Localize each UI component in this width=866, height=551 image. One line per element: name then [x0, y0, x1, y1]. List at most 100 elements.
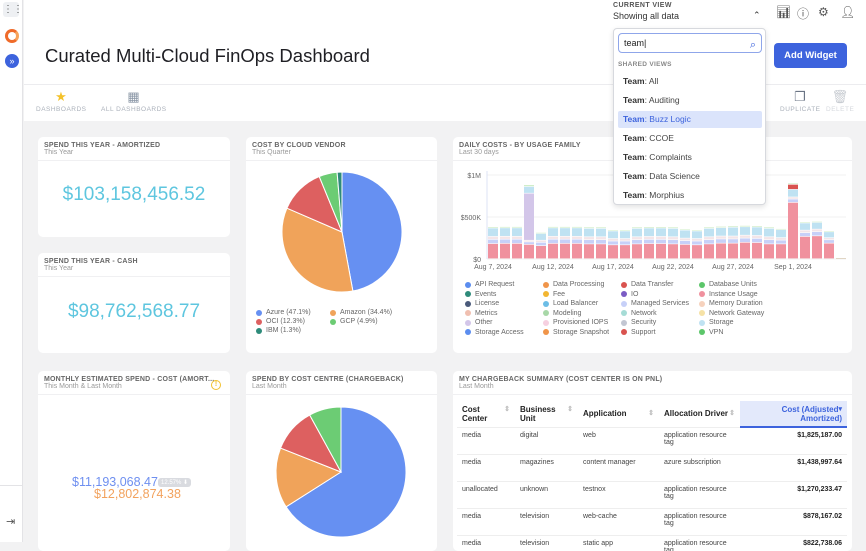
view-option[interactable]: Team: Buzz Logic — [618, 111, 762, 128]
bar-segment-memory-duration[interactable] — [824, 238, 834, 240]
search-icon[interactable]: ⌕ — [749, 39, 756, 51]
legend-item[interactable]: OCI (12.3%) — [256, 318, 305, 325]
legend-item[interactable]: Storage — [699, 319, 734, 326]
user-icon[interactable]: 👤︎ — [840, 5, 856, 19]
bar-segment-managed-services[interactable] — [620, 241, 630, 245]
bar-segment-database-units[interactable] — [824, 231, 834, 232]
legend-item[interactable]: Database Units — [699, 281, 757, 288]
bar-segment-database-units[interactable] — [560, 226, 570, 228]
legend-item[interactable]: Metrics — [465, 310, 498, 317]
bar-segment-memory-duration[interactable] — [656, 236, 666, 240]
legend-item[interactable]: Network — [621, 310, 657, 317]
logo-icon[interactable] — [5, 29, 19, 43]
bar-segment-storage[interactable] — [584, 228, 594, 237]
bar-segment-memory-duration[interactable] — [644, 236, 654, 240]
warning-icon[interactable]: ! — [211, 380, 221, 390]
legend-item[interactable]: Fee — [543, 291, 565, 298]
bar-segment-database-units[interactable] — [752, 226, 762, 227]
legend-item[interactable]: API Request — [465, 281, 514, 288]
bar-segment-instance-usage[interactable] — [596, 244, 606, 259]
legend-item[interactable]: Instance Usage — [699, 291, 758, 298]
bar-segment-database-units[interactable] — [836, 258, 846, 259]
bar-segment-database-units[interactable] — [776, 228, 786, 230]
bar-segment-memory-duration[interactable] — [788, 197, 798, 199]
bar-segment-memory-duration[interactable] — [512, 236, 522, 239]
bar-segment-database-units[interactable] — [608, 230, 618, 231]
bar-segment-instance-usage[interactable] — [740, 242, 750, 259]
legend-item[interactable]: Data Processing — [543, 281, 604, 288]
bar-segment-instance-usage[interactable] — [488, 243, 498, 259]
legend-item[interactable]: Network Gateway — [699, 310, 764, 317]
table-row[interactable]: media magazines content manager azure subsc… — [457, 454, 847, 482]
legend-item[interactable]: License — [465, 300, 499, 307]
bar-segment-managed-services[interactable] — [740, 238, 750, 243]
bar-segment-storage[interactable] — [704, 228, 714, 237]
bar-segment-database-units[interactable] — [500, 226, 510, 228]
bar-segment-storage[interactable] — [752, 227, 762, 236]
bar-segment-instance-usage[interactable] — [824, 243, 834, 259]
bar-segment-instance-usage[interactable] — [788, 202, 798, 259]
bar-segment-managed-services[interactable] — [800, 232, 810, 237]
bar-segment-database-units[interactable] — [680, 229, 690, 230]
bar-segment-storage[interactable] — [656, 228, 666, 237]
bar-segment-instance-usage[interactable] — [512, 243, 522, 259]
bar-segment-memory-duration[interactable] — [620, 238, 630, 241]
bar-segment-database-units[interactable] — [764, 227, 774, 229]
bar-segment-database-units[interactable] — [620, 230, 630, 231]
bar-segment-storage[interactable] — [728, 227, 738, 236]
chevron-up-icon[interactable]: ⌃ — [753, 10, 761, 20]
bar-segment-database-units[interactable] — [788, 183, 798, 185]
all-dashboards-button[interactable]: ▦ ALL DASHBOARDS — [101, 88, 167, 113]
bar-segment-storage[interactable] — [716, 227, 726, 236]
bar-segment-managed-services[interactable] — [560, 239, 570, 244]
bar-segment-memory-duration[interactable] — [752, 235, 762, 239]
bar-segment-database-units[interactable] — [548, 226, 558, 228]
bar-segment-memory-duration[interactable] — [572, 236, 582, 239]
legend-item[interactable]: IO — [621, 291, 638, 298]
bar-segment-storage[interactable] — [512, 228, 522, 236]
legend-item[interactable]: IBM (1.3%) — [256, 327, 301, 334]
bar-segment-instance-usage[interactable] — [656, 243, 666, 259]
bar-segment-managed-services[interactable] — [584, 240, 594, 244]
bar-segment-managed-services[interactable] — [500, 239, 510, 244]
bar-segment-instance-usage[interactable] — [800, 236, 810, 259]
bar-segment-memory-duration[interactable] — [524, 240, 534, 242]
bar-segment-managed-services[interactable] — [752, 238, 762, 243]
bar-segment-database-units[interactable] — [668, 227, 678, 229]
table-row[interactable]: media digital web application resource tag $… — [457, 427, 847, 455]
legend-item[interactable]: Events — [465, 291, 496, 298]
legend-item[interactable]: Storage Snapshot — [543, 329, 609, 336]
legend-item[interactable]: Azure (47.1%) — [256, 309, 311, 316]
legend-item[interactable]: Managed Services — [621, 300, 689, 307]
bar-segment-instance-usage[interactable] — [812, 236, 822, 259]
column-header[interactable]: ⇕ Application — [578, 401, 659, 428]
bar-segment-storage[interactable] — [560, 228, 570, 236]
bar-segment-database-units[interactable] — [488, 227, 498, 228]
gear-icon[interactable]: ⚙ — [818, 5, 829, 19]
bar-segment-managed-services[interactable] — [524, 242, 534, 245]
bar-segment-managed-services[interactable] — [824, 240, 834, 243]
app-grid-icon[interactable]: ⋮⋮ — [3, 2, 23, 17]
bar-segment-storage[interactable] — [812, 222, 822, 229]
bar-segment-memory-duration[interactable] — [632, 237, 642, 240]
bar-segment-managed-services[interactable] — [692, 241, 702, 245]
bar-segment-database-units[interactable] — [512, 226, 522, 228]
column-header-sorted[interactable]: ▾ Cost (Adjusted Amortized) — [740, 401, 847, 428]
bar-segment-memory-duration[interactable] — [560, 236, 570, 239]
legend-item[interactable]: Storage Access — [465, 329, 524, 336]
current-view-value[interactable]: Showing all data — [613, 11, 680, 21]
bar-segment-instance-usage[interactable] — [584, 244, 594, 259]
bar-segment-database-units[interactable] — [596, 227, 606, 229]
bar-segment-instance-usage[interactable] — [776, 244, 786, 259]
bar-segment-managed-services[interactable] — [788, 199, 798, 203]
bar-segment-memory-duration[interactable] — [764, 237, 774, 240]
bar-segment-storage[interactable] — [800, 223, 810, 230]
bar-segment-other[interactable] — [524, 193, 534, 240]
bar-segment-database-units[interactable] — [572, 226, 582, 228]
column-header[interactable]: ⇕ Business Unit — [515, 401, 578, 428]
legend-item[interactable]: VPN — [699, 329, 723, 336]
bar-segment-instance-usage[interactable] — [560, 243, 570, 259]
view-option[interactable]: Team: Data Science — [623, 171, 700, 181]
legend-item[interactable]: Modeling — [543, 310, 581, 317]
bar-segment-storage[interactable] — [632, 228, 642, 237]
